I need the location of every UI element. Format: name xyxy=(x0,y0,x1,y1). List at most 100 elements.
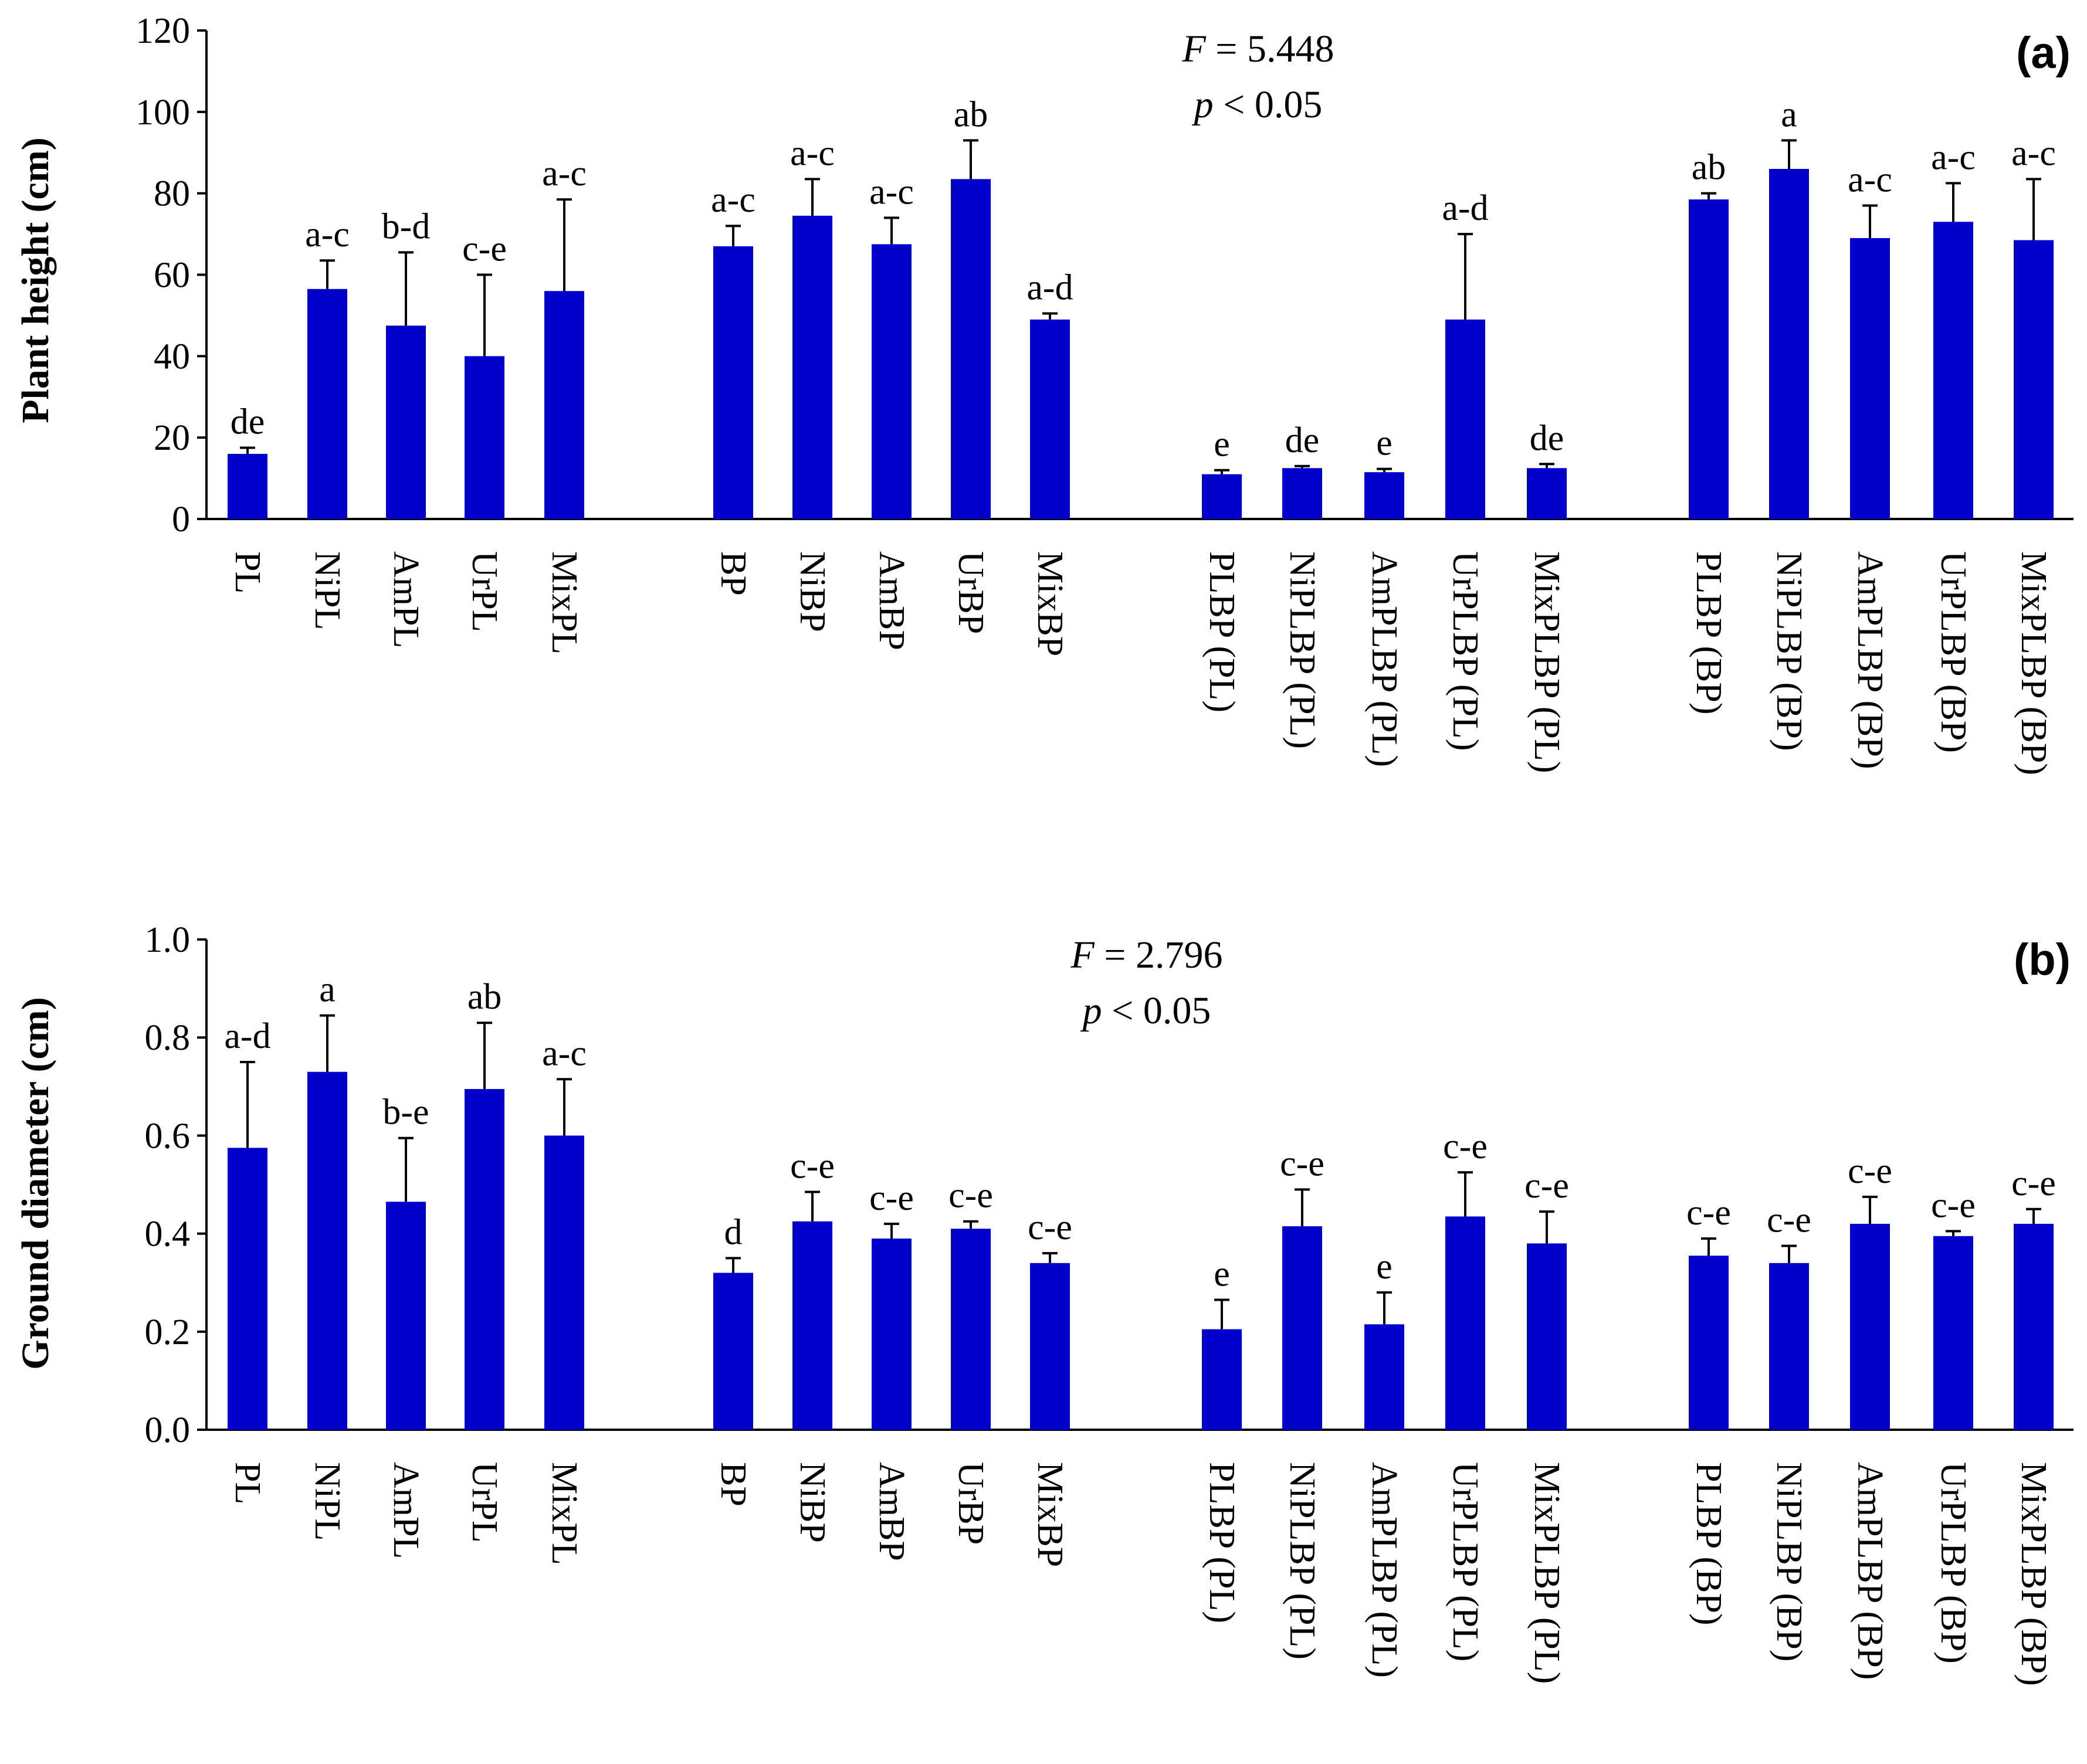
x-category-label: AmPL xyxy=(386,1462,426,1559)
significance-letter: c-e xyxy=(1280,1144,1324,1183)
significance-letter: de xyxy=(1285,420,1320,460)
x-category-label: MixPL xyxy=(544,551,584,654)
bar xyxy=(792,215,832,519)
bar xyxy=(872,244,912,519)
bar xyxy=(1202,474,1242,519)
x-category-label: UrBP xyxy=(951,1462,991,1545)
significance-letter: c-e xyxy=(1931,1185,1976,1225)
x-category-label: UrPL xyxy=(465,551,504,632)
x-category-label: NiBP xyxy=(792,1462,832,1543)
significance-letter: a xyxy=(319,970,336,1010)
bar xyxy=(465,1088,504,1430)
x-category-label: PLBP (BP) xyxy=(1689,551,1729,715)
bar xyxy=(1769,1263,1809,1430)
significance-letter: a xyxy=(1781,94,1797,134)
significance-letter: e xyxy=(1376,423,1393,463)
significance-letter: c-e xyxy=(462,229,507,269)
x-category-label: MixPLBP (BP) xyxy=(2014,1462,2054,1686)
significance-letter: c-e xyxy=(2011,1163,2056,1203)
bar xyxy=(228,453,267,519)
x-category-label: AmBP xyxy=(872,551,912,650)
bar xyxy=(1527,1243,1567,1430)
x-category-label: AmPLBP (BP) xyxy=(1850,1462,1890,1680)
y-tick-label: 0.4 xyxy=(145,1215,191,1254)
y-tick-label: 80 xyxy=(154,174,190,214)
bar xyxy=(713,246,753,519)
x-category-label: MixBP xyxy=(1030,551,1070,656)
bar xyxy=(1689,1256,1729,1430)
significance-letter: b-d xyxy=(382,206,431,246)
x-category-label: PLBP (PL) xyxy=(1202,1462,1242,1623)
panel-a-f-statistic: F = 5.448 xyxy=(1181,28,1334,70)
x-category-label: MixPLBP (PL) xyxy=(1527,551,1567,773)
x-category-label: AmPL xyxy=(386,551,426,648)
bar xyxy=(1850,238,1890,519)
significance-letter: c-e xyxy=(1028,1207,1072,1247)
bar xyxy=(1364,472,1404,519)
y-tick-label: 40 xyxy=(154,337,190,376)
bar xyxy=(1933,1236,1973,1430)
y-tick-label: 100 xyxy=(135,93,190,133)
significance-letter: b-e xyxy=(382,1093,429,1132)
bar xyxy=(951,179,991,519)
bar xyxy=(465,356,504,519)
bar xyxy=(307,1071,347,1430)
x-category-label: AmBP xyxy=(872,1462,912,1561)
significance-letter: c-e xyxy=(1848,1151,1892,1191)
panel-a-plant-height-chart: (a) F = 5.448 p < 0.05 Plant height (cm)… xyxy=(14,11,2074,775)
x-category-label: NiPLBP (PL) xyxy=(1282,1462,1322,1660)
bar xyxy=(544,291,584,519)
significance-letter: ab xyxy=(954,94,988,134)
significance-letter: a-c xyxy=(711,180,755,220)
bar xyxy=(1364,1324,1404,1430)
significance-letter: e xyxy=(1376,1247,1393,1287)
bar xyxy=(1689,199,1729,519)
bar xyxy=(544,1135,584,1430)
x-category-label: MixPLBP (BP) xyxy=(2014,551,2054,775)
bar xyxy=(1282,1226,1322,1430)
significance-letter: c-e xyxy=(790,1146,835,1186)
panel-a-p-value: p < 0.05 xyxy=(1192,83,1323,126)
y-tick-label: 20 xyxy=(154,418,190,458)
x-category-label: BP xyxy=(713,1462,753,1507)
x-category-label: NiPLBP (PL) xyxy=(1282,551,1322,749)
x-category-label: MixBP xyxy=(1030,1462,1070,1567)
x-category-label: AmPLBP (PL) xyxy=(1364,1462,1404,1678)
bar xyxy=(386,1202,426,1430)
x-category-label: UrBP xyxy=(951,551,991,634)
significance-letter: ab xyxy=(467,977,502,1017)
bar xyxy=(1445,1216,1485,1430)
bar xyxy=(1030,319,1070,519)
significance-letter: c-e xyxy=(948,1176,993,1216)
bar xyxy=(1202,1329,1242,1430)
x-category-label: UrPLBP (BP) xyxy=(1933,1462,1973,1664)
bar xyxy=(228,1148,267,1430)
significance-letter: a-c xyxy=(542,1033,587,1073)
panel-a-y-axis-label: Plant height (cm) xyxy=(14,137,57,423)
y-tick-label: 60 xyxy=(154,256,190,296)
x-category-label: NiPLBP (BP) xyxy=(1769,551,1809,751)
bar xyxy=(713,1273,753,1430)
y-tick-label: 0 xyxy=(172,500,190,540)
bar xyxy=(2014,240,2054,519)
bar xyxy=(1282,468,1322,519)
x-category-label: NiBP xyxy=(792,551,832,632)
bar xyxy=(1769,169,1809,519)
significance-letter: d xyxy=(724,1212,743,1252)
x-category-label: BP xyxy=(713,551,753,596)
x-category-label: AmPLBP (BP) xyxy=(1850,551,1890,769)
significance-letter: a-c xyxy=(305,215,350,255)
significance-letter: c-e xyxy=(1767,1200,1811,1240)
y-tick-label: 1.0 xyxy=(145,920,191,960)
significance-letter: c-e xyxy=(1524,1166,1569,1206)
panel-b-ground-diameter-chart: (b) F = 2.796 p < 0.05 Ground diameter (… xyxy=(14,920,2074,1686)
panel-b-f-statistic: F = 2.796 xyxy=(1070,934,1222,976)
y-tick-label: 0.6 xyxy=(145,1116,191,1156)
significance-letter: de xyxy=(231,402,265,442)
x-category-label: PLBP (BP) xyxy=(1689,1462,1729,1626)
bar xyxy=(1527,468,1567,519)
x-category-label: PL xyxy=(228,1462,267,1504)
panel-b-p-value: p < 0.05 xyxy=(1080,989,1211,1032)
significance-letter: a-d xyxy=(1442,188,1488,228)
